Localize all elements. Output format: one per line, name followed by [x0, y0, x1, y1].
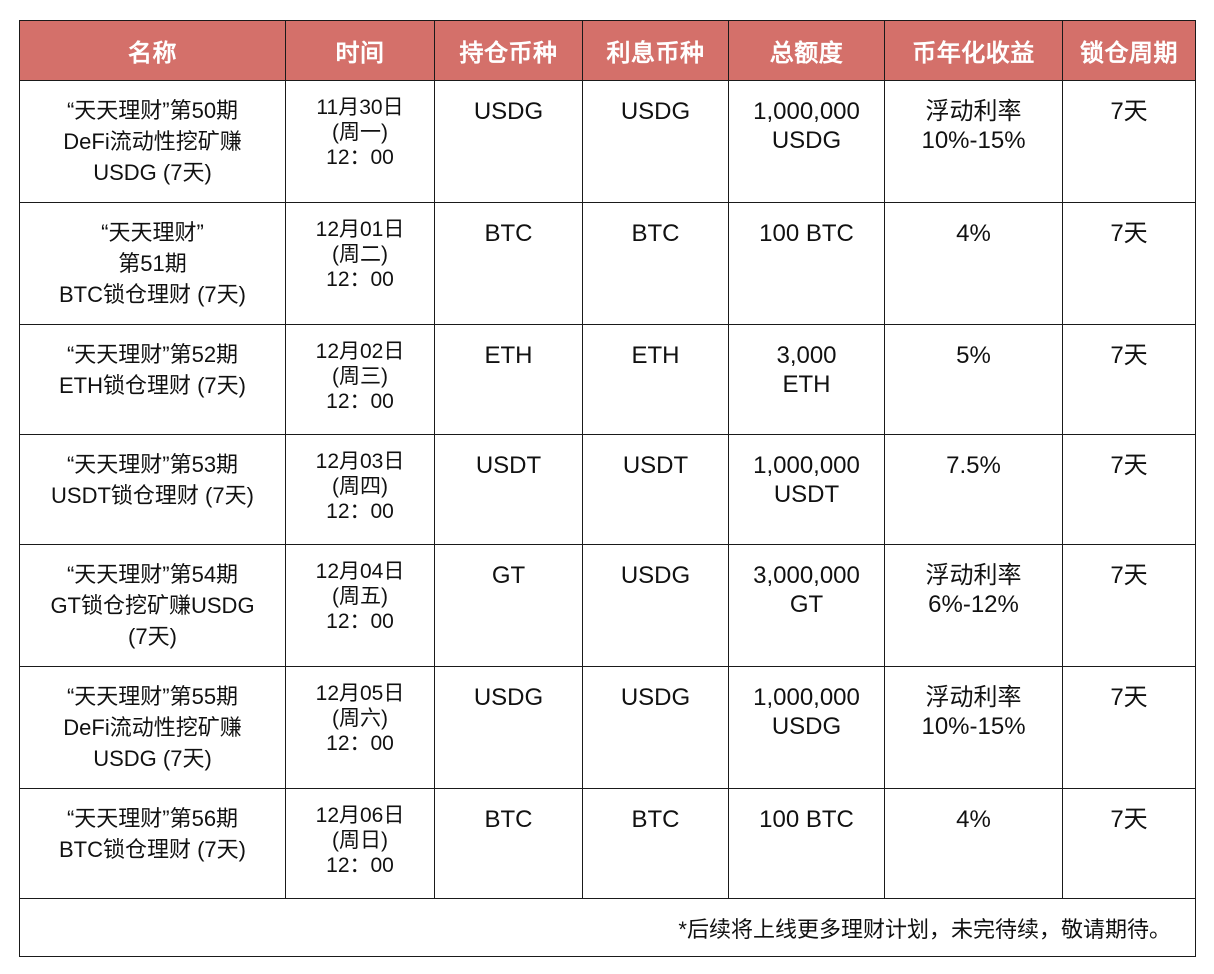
cell-lock-period: 7天 [1062, 544, 1196, 667]
cell-interest-currency: USDT [582, 434, 729, 545]
header-interest-currency: 利息币种 [582, 20, 729, 81]
header-total-quota: 总额度 [728, 20, 885, 81]
cell-total-quota: 3,000 ETH [728, 324, 885, 435]
table-row: “天天理财” 第51期 BTC锁仓理财 (7天) 12月01日 (周二) 12：… [19, 202, 1196, 325]
header-lock-period: 锁仓周期 [1062, 20, 1196, 81]
table-row: “天天理财”第52期 ETH锁仓理财 (7天) 12月02日 (周三) 12：0… [19, 324, 1196, 435]
cell-annual-yield: 浮动利率 10%-15% [884, 80, 1063, 203]
cell-name: “天天理财”第55期 DeFi流动性挖矿赚 USDG (7天) [19, 666, 286, 789]
footnote: *后续将上线更多理财计划，未完待续，敬请期待。 [19, 898, 1196, 957]
cell-hold-currency: USDG [434, 666, 583, 789]
cell-hold-currency: GT [434, 544, 583, 667]
cell-total-quota: 1,000,000 USDT [728, 434, 885, 545]
cell-total-quota: 100 BTC [728, 202, 885, 325]
table-row: “天天理财”第56期 BTC锁仓理财 (7天) 12月06日 (周日) 12：0… [19, 788, 1196, 899]
cell-hold-currency: ETH [434, 324, 583, 435]
cell-lock-period: 7天 [1062, 202, 1196, 325]
cell-name: “天天理财”第56期 BTC锁仓理财 (7天) [19, 788, 286, 899]
cell-interest-currency: BTC [582, 788, 729, 899]
cell-time: 12月05日 (周六) 12：00 [285, 666, 435, 789]
cell-annual-yield: 4% [884, 202, 1063, 325]
cell-lock-period: 7天 [1062, 434, 1196, 545]
cell-interest-currency: USDG [582, 80, 729, 203]
cell-lock-period: 7天 [1062, 80, 1196, 203]
cell-hold-currency: BTC [434, 202, 583, 325]
cell-hold-currency: USDT [434, 434, 583, 545]
cell-annual-yield: 浮动利率 6%-12% [884, 544, 1063, 667]
cell-interest-currency: BTC [582, 202, 729, 325]
cell-time: 12月04日 (周五) 12：00 [285, 544, 435, 667]
cell-time: 12月02日 (周三) 12：00 [285, 324, 435, 435]
cell-lock-period: 7天 [1062, 788, 1196, 899]
cell-lock-period: 7天 [1062, 666, 1196, 789]
cell-annual-yield: 4% [884, 788, 1063, 899]
cell-annual-yield: 浮动利率 10%-15% [884, 666, 1063, 789]
footnote-row: *后续将上线更多理财计划，未完待续，敬请期待。 [19, 898, 1196, 957]
cell-total-quota: 3,000,000 GT [728, 544, 885, 667]
cell-interest-currency: ETH [582, 324, 729, 435]
cell-time: 11月30日 (周一) 12：00 [285, 80, 435, 203]
cell-interest-currency: USDG [582, 544, 729, 667]
cell-total-quota: 100 BTC [728, 788, 885, 899]
table-row: “天天理财”第54期 GT锁仓挖矿赚USDG (7天) 12月04日 (周五) … [19, 544, 1196, 667]
table-row: “天天理财”第50期 DeFi流动性挖矿赚 USDG (7天) 11月30日 (… [19, 80, 1196, 203]
cell-name: “天天理财”第52期 ETH锁仓理财 (7天) [19, 324, 286, 435]
cell-time: 12月01日 (周二) 12：00 [285, 202, 435, 325]
header-time: 时间 [285, 20, 435, 81]
cell-name: “天天理财”第54期 GT锁仓挖矿赚USDG (7天) [19, 544, 286, 667]
header-name: 名称 [19, 20, 286, 81]
cell-name: “天天理财” 第51期 BTC锁仓理财 (7天) [19, 202, 286, 325]
cell-lock-period: 7天 [1062, 324, 1196, 435]
cell-hold-currency: BTC [434, 788, 583, 899]
cell-time: 12月03日 (周四) 12：00 [285, 434, 435, 545]
cell-name: “天天理财”第50期 DeFi流动性挖矿赚 USDG (7天) [19, 80, 286, 203]
cell-annual-yield: 7.5% [884, 434, 1063, 545]
cell-annual-yield: 5% [884, 324, 1063, 435]
financial-schedule-table: 名称 时间 持仓币种 利息币种 总额度 币年化收益 锁仓周期 “天天理财”第50… [19, 20, 1196, 957]
header-hold-currency: 持仓币种 [434, 20, 583, 81]
schedule-table-wrap: 名称 时间 持仓币种 利息币种 总额度 币年化收益 锁仓周期 “天天理财”第50… [19, 20, 1196, 957]
cell-total-quota: 1,000,000 USDG [728, 666, 885, 789]
cell-interest-currency: USDG [582, 666, 729, 789]
cell-name: “天天理财”第53期 USDT锁仓理财 (7天) [19, 434, 286, 545]
cell-total-quota: 1,000,000 USDG [728, 80, 885, 203]
table-row: “天天理财”第53期 USDT锁仓理财 (7天) 12月03日 (周四) 12：… [19, 434, 1196, 545]
header-row: 名称 时间 持仓币种 利息币种 总额度 币年化收益 锁仓周期 [19, 20, 1196, 81]
cell-hold-currency: USDG [434, 80, 583, 203]
cell-time: 12月06日 (周日) 12：00 [285, 788, 435, 899]
table-row: “天天理财”第55期 DeFi流动性挖矿赚 USDG (7天) 12月05日 (… [19, 666, 1196, 789]
header-annual-yield: 币年化收益 [884, 20, 1063, 81]
